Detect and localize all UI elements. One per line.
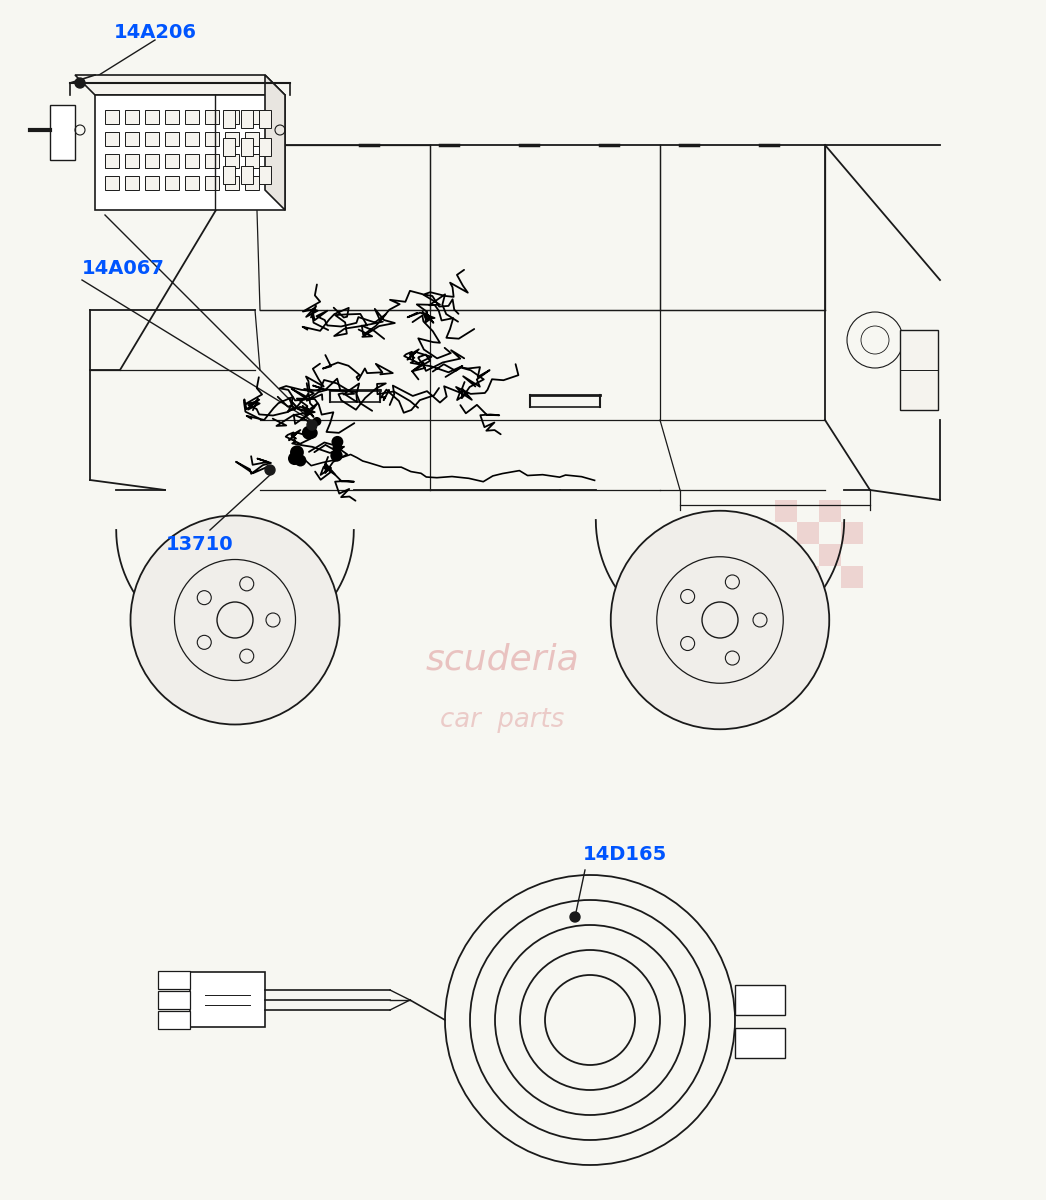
Circle shape [331, 449, 343, 462]
FancyBboxPatch shape [145, 154, 159, 168]
FancyBboxPatch shape [797, 566, 819, 588]
FancyBboxPatch shape [165, 132, 179, 146]
Circle shape [131, 516, 340, 725]
Circle shape [266, 613, 280, 626]
FancyBboxPatch shape [158, 971, 190, 989]
Circle shape [681, 636, 695, 650]
FancyBboxPatch shape [245, 110, 259, 124]
FancyBboxPatch shape [225, 154, 238, 168]
FancyBboxPatch shape [241, 110, 253, 128]
Circle shape [313, 416, 321, 426]
FancyBboxPatch shape [225, 176, 238, 190]
FancyBboxPatch shape [735, 985, 784, 1015]
Circle shape [753, 613, 767, 626]
FancyBboxPatch shape [105, 176, 119, 190]
FancyBboxPatch shape [190, 972, 265, 1027]
FancyBboxPatch shape [205, 110, 219, 124]
Circle shape [240, 577, 254, 590]
FancyBboxPatch shape [735, 1028, 784, 1058]
FancyBboxPatch shape [158, 991, 190, 1009]
Circle shape [681, 589, 695, 604]
Text: 14D165: 14D165 [583, 846, 667, 864]
FancyBboxPatch shape [245, 132, 259, 146]
Circle shape [611, 511, 829, 730]
FancyBboxPatch shape [900, 330, 938, 410]
FancyBboxPatch shape [223, 110, 235, 128]
Polygon shape [265, 74, 285, 210]
FancyBboxPatch shape [185, 110, 199, 124]
Circle shape [306, 427, 318, 439]
FancyBboxPatch shape [797, 522, 819, 544]
FancyBboxPatch shape [819, 544, 841, 566]
FancyBboxPatch shape [126, 132, 139, 146]
Circle shape [288, 452, 301, 466]
Circle shape [217, 602, 253, 638]
FancyBboxPatch shape [145, 110, 159, 124]
Text: 14A067: 14A067 [82, 258, 165, 277]
Polygon shape [75, 74, 285, 95]
Circle shape [332, 436, 343, 448]
FancyBboxPatch shape [259, 166, 271, 184]
Circle shape [198, 590, 211, 605]
Text: 14A206: 14A206 [114, 23, 197, 42]
FancyBboxPatch shape [225, 110, 238, 124]
FancyBboxPatch shape [105, 110, 119, 124]
FancyBboxPatch shape [145, 176, 159, 190]
FancyBboxPatch shape [819, 500, 841, 522]
FancyBboxPatch shape [105, 154, 119, 168]
Circle shape [75, 78, 85, 88]
FancyBboxPatch shape [145, 132, 159, 146]
FancyBboxPatch shape [223, 166, 235, 184]
Text: scuderia: scuderia [426, 643, 578, 677]
Circle shape [570, 912, 579, 922]
FancyBboxPatch shape [241, 166, 253, 184]
FancyBboxPatch shape [775, 500, 797, 522]
FancyBboxPatch shape [259, 138, 271, 156]
Text: 13710: 13710 [166, 535, 234, 554]
FancyBboxPatch shape [223, 138, 235, 156]
FancyBboxPatch shape [165, 110, 179, 124]
Text: car  parts: car parts [440, 707, 564, 733]
FancyBboxPatch shape [165, 176, 179, 190]
FancyBboxPatch shape [225, 132, 238, 146]
FancyBboxPatch shape [126, 176, 139, 190]
Circle shape [198, 635, 211, 649]
FancyBboxPatch shape [205, 176, 219, 190]
FancyBboxPatch shape [245, 154, 259, 168]
FancyBboxPatch shape [126, 154, 139, 168]
Circle shape [302, 426, 316, 439]
FancyBboxPatch shape [841, 566, 863, 588]
FancyBboxPatch shape [775, 544, 797, 566]
FancyBboxPatch shape [185, 176, 199, 190]
FancyBboxPatch shape [185, 154, 199, 168]
Circle shape [265, 464, 275, 475]
FancyBboxPatch shape [50, 104, 75, 160]
FancyBboxPatch shape [105, 132, 119, 146]
FancyBboxPatch shape [245, 176, 259, 190]
FancyBboxPatch shape [126, 110, 139, 124]
Circle shape [294, 455, 306, 467]
FancyBboxPatch shape [205, 132, 219, 146]
Circle shape [333, 443, 342, 452]
Circle shape [725, 652, 740, 665]
Circle shape [290, 445, 304, 460]
FancyBboxPatch shape [841, 522, 863, 544]
Circle shape [702, 602, 738, 638]
FancyBboxPatch shape [165, 154, 179, 168]
FancyBboxPatch shape [241, 138, 253, 156]
FancyBboxPatch shape [259, 110, 271, 128]
Polygon shape [95, 95, 285, 210]
FancyBboxPatch shape [158, 1010, 190, 1028]
Circle shape [725, 575, 740, 589]
Circle shape [240, 649, 254, 664]
Circle shape [306, 420, 317, 430]
FancyBboxPatch shape [205, 154, 219, 168]
FancyBboxPatch shape [185, 132, 199, 146]
